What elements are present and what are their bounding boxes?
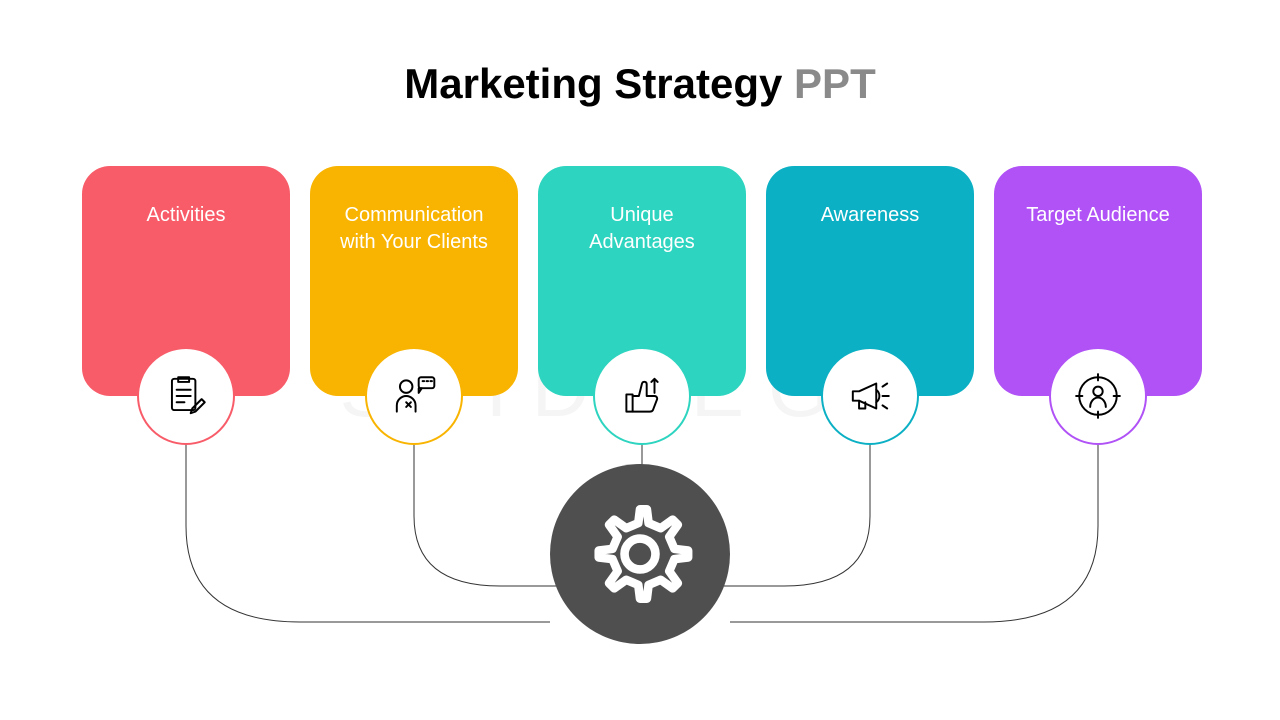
card-label: Target Audience xyxy=(1026,204,1169,226)
page-title: Marketing Strategy PPT xyxy=(0,60,1280,108)
icon-circle-target xyxy=(1049,347,1147,445)
card-label: Communication with Your Clients xyxy=(340,204,488,253)
megaphone-icon xyxy=(845,371,895,421)
person-chat-icon xyxy=(389,371,439,421)
gear-icon xyxy=(585,499,695,609)
icon-circle-awareness xyxy=(821,347,919,445)
target-person-icon xyxy=(1073,371,1123,421)
thumb-up-arrow-icon xyxy=(617,371,667,421)
card-label: Unique Advantages xyxy=(589,204,695,253)
title-light: PPT xyxy=(794,60,876,107)
card-label: Activities xyxy=(147,204,226,226)
icon-circle-activities xyxy=(137,347,235,445)
title-main: Marketing Strategy xyxy=(404,60,782,107)
clipboard-sign-icon xyxy=(161,371,211,421)
icon-circle-communication xyxy=(365,347,463,445)
card-label: Awareness xyxy=(821,204,920,226)
hub-circle xyxy=(550,464,730,644)
diagram-stage: Activities Communication with Your Clien… xyxy=(0,166,1280,686)
icon-circle-unique xyxy=(593,347,691,445)
